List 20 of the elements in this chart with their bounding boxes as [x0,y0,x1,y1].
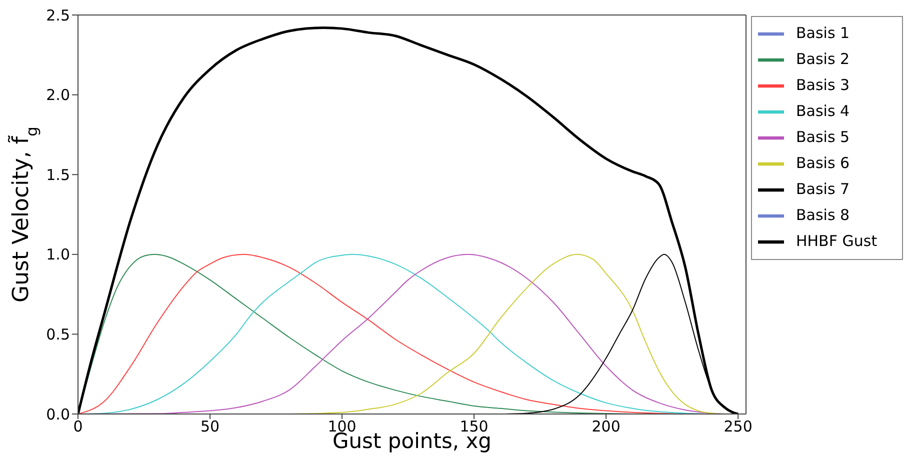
y-tick-label: 0.5 [46,326,70,344]
y-tick-label: 1.5 [46,166,70,184]
x-tick-label: 150 [460,418,488,436]
x-tick-label: 200 [592,418,620,436]
x-tick-label: 50 [200,418,220,436]
legend-label: Basis 4 [796,102,850,120]
x-tick-label: 250 [724,418,752,436]
y-tick-label: 2.5 [46,6,70,24]
x-tick-label: 0 [73,418,83,436]
legend-label: Basis 6 [796,154,850,172]
y-tick-label: 2.0 [46,86,70,104]
legend-label: Basis 7 [796,180,850,198]
legend-label: Basis 1 [796,24,850,42]
y-tick-label: 1.0 [46,246,70,264]
legend-label: Basis 2 [796,50,850,68]
y-tick-label: 0.0 [46,405,70,424]
legend-label: Basis 3 [796,76,850,94]
legend-label: HHBF Gust [796,232,878,250]
legend-label: Basis 8 [796,206,850,224]
legend-label: Basis 5 [796,128,850,146]
